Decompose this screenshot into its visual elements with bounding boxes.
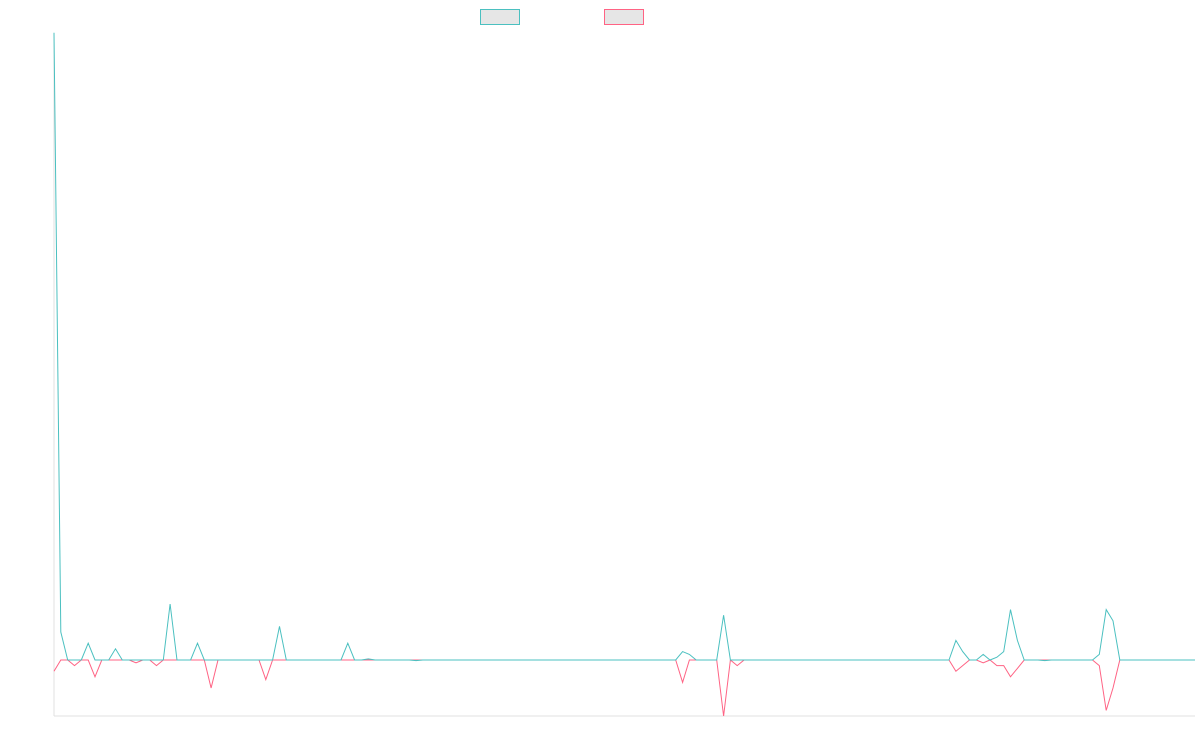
- series-line-2: [53, 659, 1195, 717]
- legend-item-series-1[interactable]: [480, 9, 520, 25]
- legend-item-series-2[interactable]: [604, 9, 644, 25]
- series-line-1: [53, 32, 1195, 662]
